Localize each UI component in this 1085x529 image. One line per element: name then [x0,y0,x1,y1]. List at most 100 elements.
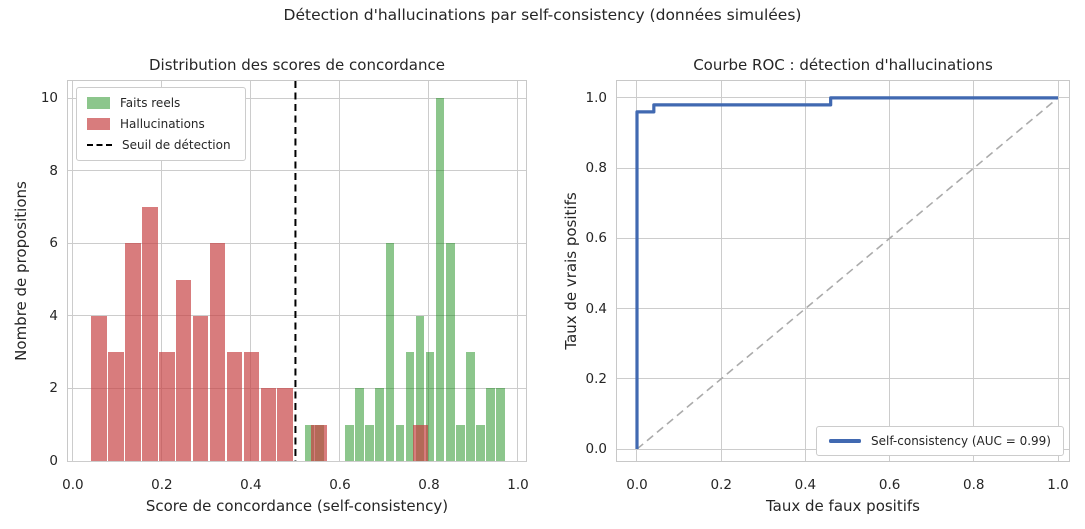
gridline [1057,81,1059,461]
gridline [720,81,722,461]
hist-bar-hallucination [175,279,192,461]
x-tick-label: 0.0 [62,477,84,493]
hist-bar-facts [425,352,435,461]
gridline [428,81,430,461]
gridline [68,242,526,244]
hist-bar-facts [405,352,415,461]
hist-bar-facts [415,315,425,461]
hist-bar-facts [455,424,465,461]
y-tick-label: 0 [49,453,58,469]
histogram-bars-layer [68,81,526,461]
hist-bar-facts [345,424,354,461]
y-tick-label: 2 [49,380,58,397]
gridline [889,81,891,461]
hallucinations-color-swatch [87,118,110,130]
x-tick-label: 1.0 [1047,477,1069,493]
hist-bar-hallucination [260,388,277,461]
y-tick-label: 0.0 [585,441,607,458]
hist-bar-facts [305,424,314,461]
hist-bar-hallucination [243,352,260,461]
roc-xlabel: Taux de faux positifs [766,497,920,515]
hist-bar-facts [496,388,505,461]
y-tick-label: 10 [40,90,58,107]
x-tick-label: 0.2 [710,477,732,493]
legend-item-threshold: Seuil de détection [87,138,231,152]
y-tick-label: 0.8 [585,160,607,177]
gridline [617,167,1069,169]
gridline [161,81,163,461]
gridline [68,97,526,99]
hist-bar-hallucination [91,315,107,461]
roc-plot-area: 0.0 0.2 0.4 0.6 0.8 1.0 0.0 0.2 0.4 0.6 0.8 1.0 Sel… [586,80,1070,493]
gridline [617,237,1069,239]
hist-bar-facts [375,388,385,461]
facts-color-swatch [87,97,110,109]
facts-legend-label: Faits reels [120,96,181,110]
y-tick-label: 8 [49,162,58,179]
gridline [68,460,526,462]
hist-bar-hallucination [108,352,124,461]
hist-bar-hallucination [209,243,226,461]
roc-curve [635,96,1059,450]
legend-item-hallucinations: Hallucinations [87,117,231,131]
gridline [68,387,526,389]
gridline [973,81,975,461]
gridline [804,81,806,461]
y-tick-label: 0.4 [585,300,607,317]
hist-bar-facts [486,388,495,461]
histogram-xlabel: Score de concordance (self-consistency) [145,497,449,515]
y-tick-label: 4 [49,307,58,324]
roc-line-swatch [829,439,862,443]
hist-bar-facts [435,98,445,461]
gridline [517,81,519,461]
threshold-dash-swatch [87,144,112,146]
gridline [250,81,252,461]
gridline [72,81,74,461]
legend-item-roc: Self-consistency (AUC = 0.99) [829,434,1051,448]
hist-bar-hallucination [192,315,209,461]
hallucinations-legend-label: Hallucinations [120,117,205,131]
y-tick-label: 0.2 [585,370,607,387]
gridline [617,378,1069,380]
threshold-line-layer [294,81,297,461]
hist-bar-facts [476,424,485,461]
hist-bar-facts [465,352,475,461]
hist-bar-hallucination [412,424,429,461]
hist-bar-hallucination [311,424,327,461]
x-tick-label: 1.0 [507,477,529,493]
y-tick-label: 6 [49,235,58,252]
hist-bar-facts [385,243,395,461]
gridline [68,170,526,172]
chance-diagonal [636,97,1059,450]
gridline [339,81,341,461]
figure-title: Détection d'hallucinations par self-cons… [283,6,802,24]
roc-line-layer [635,96,1059,450]
x-tick-label: 0.2 [151,477,173,493]
hist-bar-hallucination [159,352,175,461]
x-tick-label: 0.4 [240,477,262,493]
hist-bar-facts [395,424,405,461]
legend-item-facts: Faits reels [87,96,231,110]
x-tick-label: 0.4 [794,477,817,493]
gridline [68,315,526,317]
hist-bar-facts [365,424,375,461]
histogram-grid-layer: 0.0 0.2 0.4 0.6 0.8 1.0 0 2 4 6 8 10 [41,81,529,493]
roc-legend-label: Self-consistency (AUC = 0.99) [871,434,1051,448]
hist-bar-hallucination [142,207,158,461]
y-tick-label: 0.6 [585,230,607,247]
histogram-plot-area: 0.0 0.2 0.4 0.6 0.8 1.0 0 2 4 6 8 10 Faits reels Ha… [41,80,529,493]
x-tick-label: 0.0 [626,477,648,493]
hist-bar-hallucination [277,388,293,461]
histogram-title: Distribution des scores de concordance [149,56,445,74]
hist-bar-facts [445,243,455,461]
hist-bar-hallucination [125,243,141,461]
histogram-legend: Faits reels Hallucinations Seuil de déte… [76,87,246,161]
roc-legend: Self-consistency (AUC = 0.99) [816,426,1064,456]
x-tick-label: 0.6 [878,477,901,493]
threshold-legend-label: Seuil de détection [122,138,231,152]
roc-title: Courbe ROC : détection d'hallucinations [693,56,993,74]
gridline [617,308,1069,310]
hist-bar-facts [355,388,364,461]
roc-ylabel: Taux de vrais positifs [562,192,580,350]
